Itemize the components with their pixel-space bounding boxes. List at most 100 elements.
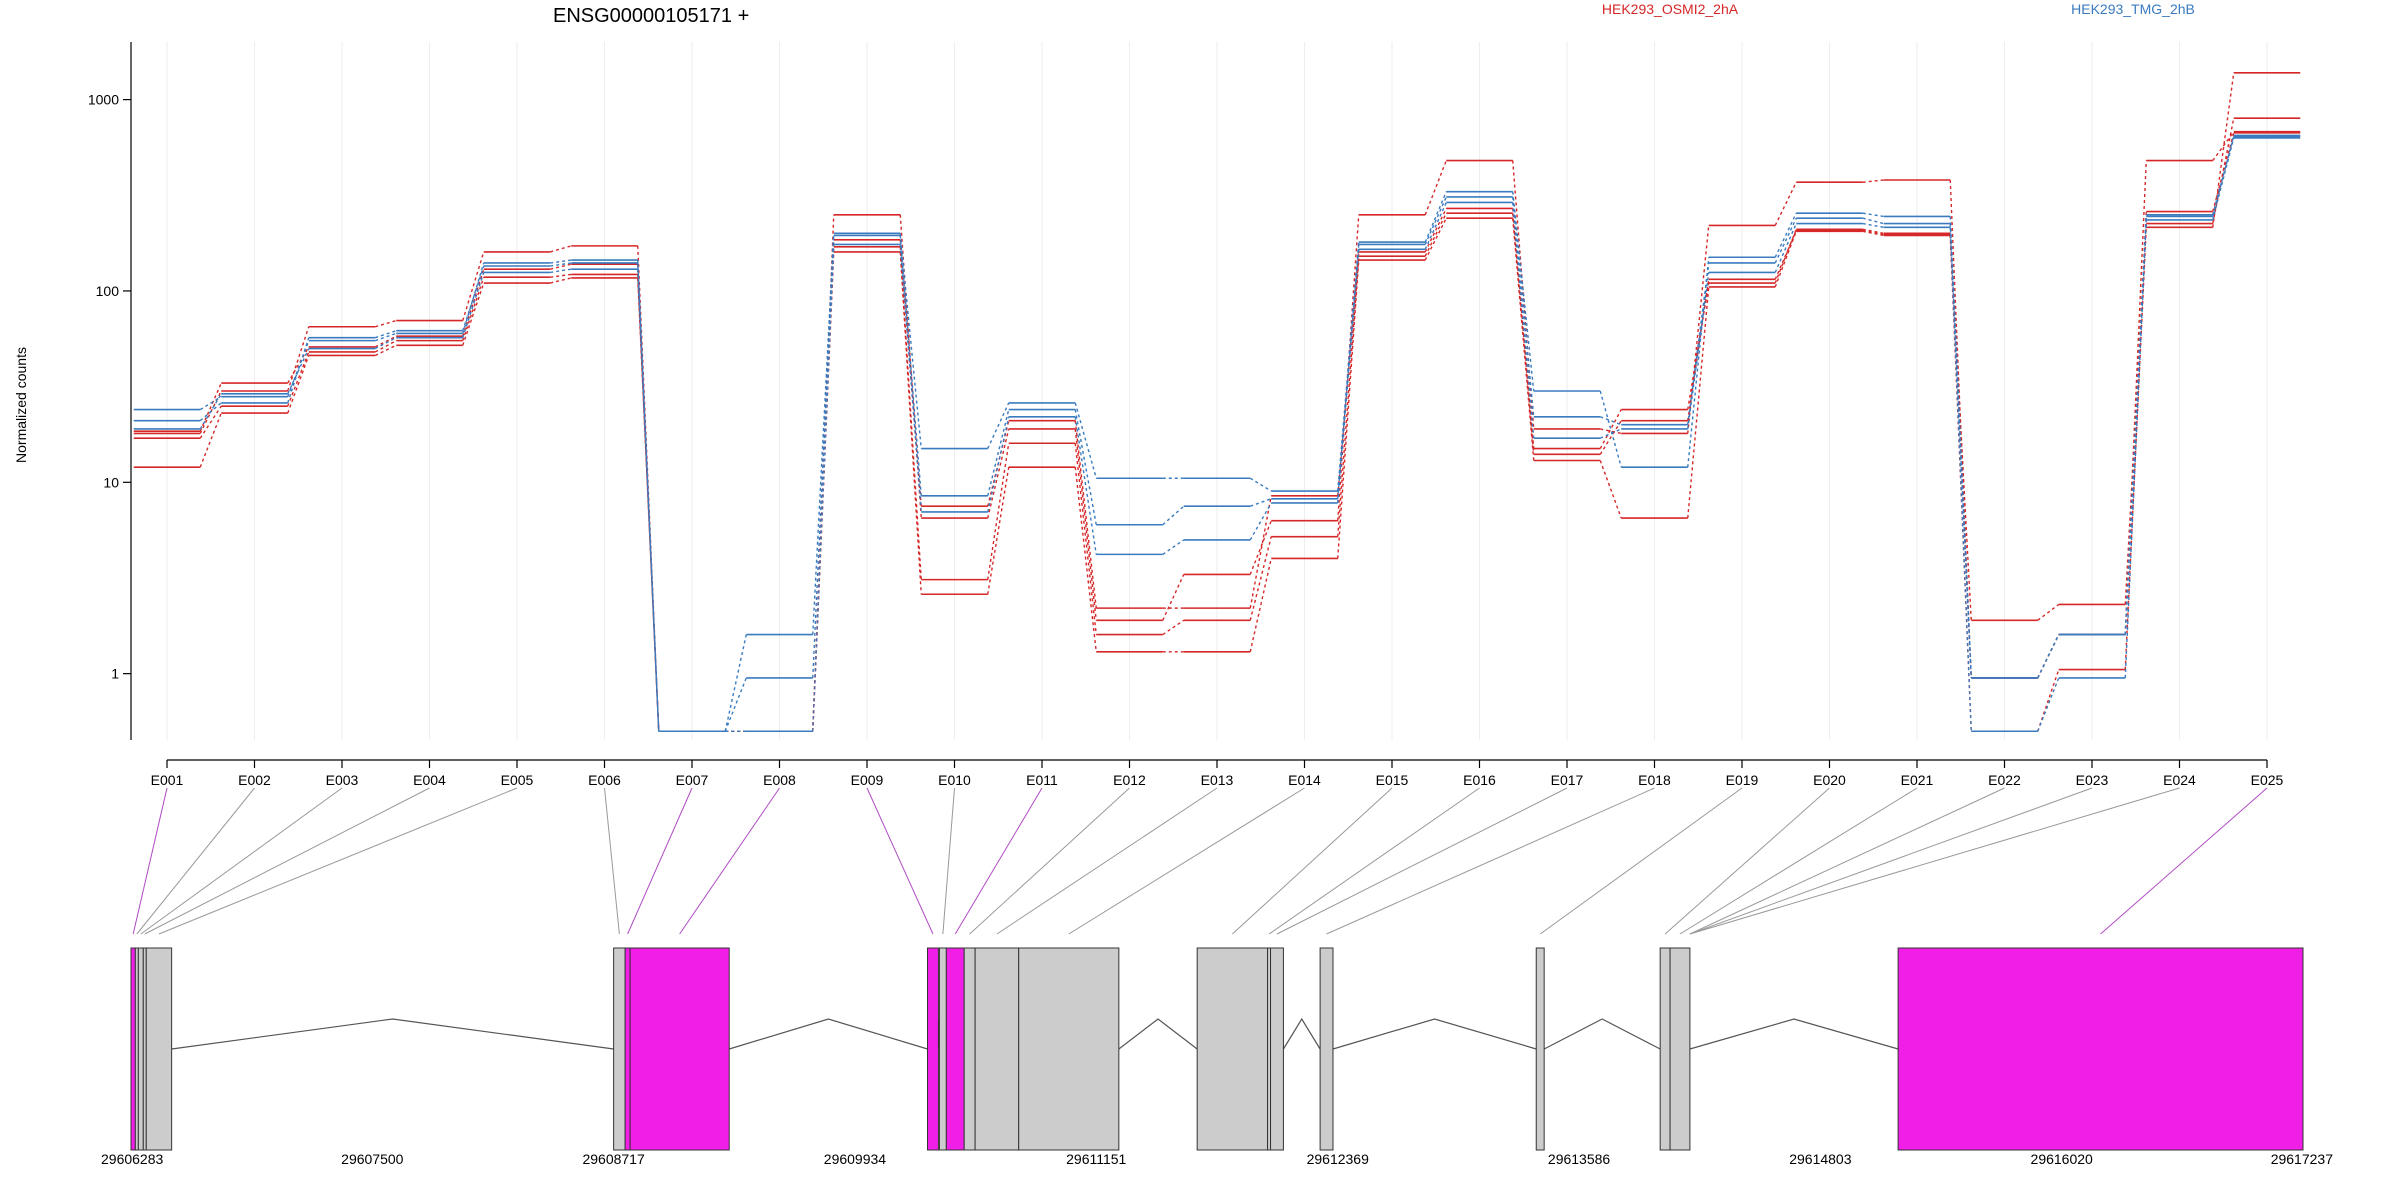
series-2-connector-18: [1687, 225, 1710, 434]
series-1-connector-2: [287, 351, 310, 407]
series-4-connector-6: [637, 260, 660, 732]
series-5-connector-16: [1512, 196, 1535, 417]
series-4-connector-19: [1774, 212, 1797, 258]
exon-box-e019: [1535, 947, 1545, 1151]
series-1-connector-17: [1599, 409, 1622, 449]
series-6-connector-22: [2037, 634, 2060, 679]
series-0-connector-10: [987, 467, 1010, 595]
series-3-connector-4: [462, 268, 485, 337]
series-3-connector-19: [1774, 230, 1797, 280]
x-tick-label-e010: E010: [938, 772, 971, 788]
series-4-connector-13: [1249, 477, 1272, 492]
intron-1: [729, 1018, 928, 1050]
genomic-tick-label-3: 29609934: [824, 1151, 887, 1167]
series-1-connector-20: [1862, 228, 1884, 235]
series-6-connector-13: [1249, 502, 1272, 541]
y-axis-label: Normalized counts: [13, 347, 29, 463]
connector-e019: [1539, 787, 1743, 935]
series-1-connector-10: [987, 443, 1010, 580]
series-1-connector-11: [1074, 443, 1097, 635]
connector-e018: [1326, 787, 1655, 935]
exon-box-e017: [1270, 947, 1284, 1151]
series-5-connector-24: [2212, 137, 2235, 221]
y-tick-label-10: 10: [103, 474, 119, 490]
connector-e010: [942, 787, 955, 935]
x-tick-label-e018: E018: [1638, 772, 1671, 788]
series-2-connector-21: [1949, 179, 1972, 678]
exon-box-e021: [1669, 947, 1691, 1151]
series-0-connector-1: [199, 412, 222, 468]
exon-box-e006: [613, 947, 626, 1151]
intron-7: [1689, 1018, 1899, 1050]
genomic-tick-label-7: 29614803: [1789, 1151, 1852, 1167]
series-6-connector-9: [899, 244, 922, 512]
series-0-connector-17: [1599, 460, 1622, 519]
series-0-connector-8: [812, 251, 835, 732]
series-6-connector-14: [1337, 249, 1360, 504]
x-tick-label-e019: E019: [1726, 772, 1759, 788]
intron-0: [171, 1018, 614, 1050]
connector-e011: [954, 787, 1043, 935]
exon-box-e011: [945, 947, 965, 1151]
series-1-connector-12: [1162, 619, 1185, 636]
series-5-connector-8: [812, 235, 835, 678]
exon-box-e025: [1897, 947, 2304, 1151]
series-4-connector-3: [375, 332, 397, 342]
connector-e022: [1689, 787, 2005, 935]
series-6-connector-6: [637, 269, 660, 732]
series-3-connector-11: [1074, 420, 1097, 609]
series-2-connector-19: [1774, 181, 1797, 226]
series-1-connector-9: [899, 246, 922, 580]
series-4-connector-8: [812, 233, 835, 635]
series-0-connector-19: [1774, 231, 1797, 288]
exon-box-e013: [974, 947, 1020, 1151]
x-tick-label-e004: E004: [413, 772, 446, 788]
exon-box-e005: [145, 947, 173, 1151]
x-tick-label-e006: E006: [588, 772, 621, 788]
series-3-connector-5: [550, 263, 572, 270]
series-4-connector-4: [462, 262, 485, 334]
series-5-connector-7: [724, 677, 747, 732]
series-5-connector-15: [1424, 196, 1447, 245]
genomic-tick-label-2: 29608717: [582, 1151, 645, 1167]
x-tick-label-e017: E017: [1551, 772, 1584, 788]
series-4-connector-5: [550, 259, 572, 264]
series-4-connector-18: [1687, 257, 1710, 468]
x-tick-label-e022: E022: [1988, 772, 2021, 788]
connector-e008: [679, 787, 780, 935]
legend-entry-tmg: HEK293_TMG_2hB: [2071, 1, 2195, 17]
series-2-connector-2: [287, 326, 310, 392]
series-0-connector-13: [1249, 558, 1272, 652]
series-5-connector-17: [1600, 416, 1622, 426]
series-6-connector-15: [1424, 202, 1447, 250]
connector-e002: [136, 787, 255, 935]
series-0-connector-18: [1687, 286, 1710, 519]
series-6-connector-10: [987, 416, 1010, 513]
series-0-connector-22: [2037, 669, 2060, 732]
series-3-connector-16: [1512, 208, 1535, 455]
series-1-connector-22: [2037, 603, 2060, 621]
genomic-tick-label-5: 29612369: [1307, 1151, 1370, 1167]
x-tick-label-e003: E003: [326, 772, 359, 788]
series-0-connector-2: [287, 355, 310, 414]
series-5-connector-19: [1774, 217, 1797, 264]
series-6: [133, 134, 2301, 733]
series-4-connector-10: [987, 402, 1010, 449]
series-6-connector-20: [1862, 222, 1884, 229]
x-tick-label-e014: E014: [1288, 772, 1321, 788]
series-6-connector-1: [199, 393, 222, 430]
intron-6: [1543, 1018, 1661, 1050]
connector-e003: [140, 787, 343, 935]
x-tick-label-e005: E005: [501, 772, 534, 788]
connector-e023: [1689, 787, 2093, 935]
x-tick-label-e008: E008: [763, 772, 796, 788]
series-2-connector-11: [1074, 428, 1097, 621]
genomic-tick-label-1: 29607500: [341, 1151, 404, 1167]
connector-e007: [627, 787, 693, 935]
series-2-connector-15: [1424, 160, 1447, 216]
intron-5: [1332, 1018, 1537, 1050]
connector-e016: [1268, 787, 1480, 935]
series-3-connector-17: [1599, 420, 1622, 455]
series-0-connector-3: [374, 344, 397, 357]
